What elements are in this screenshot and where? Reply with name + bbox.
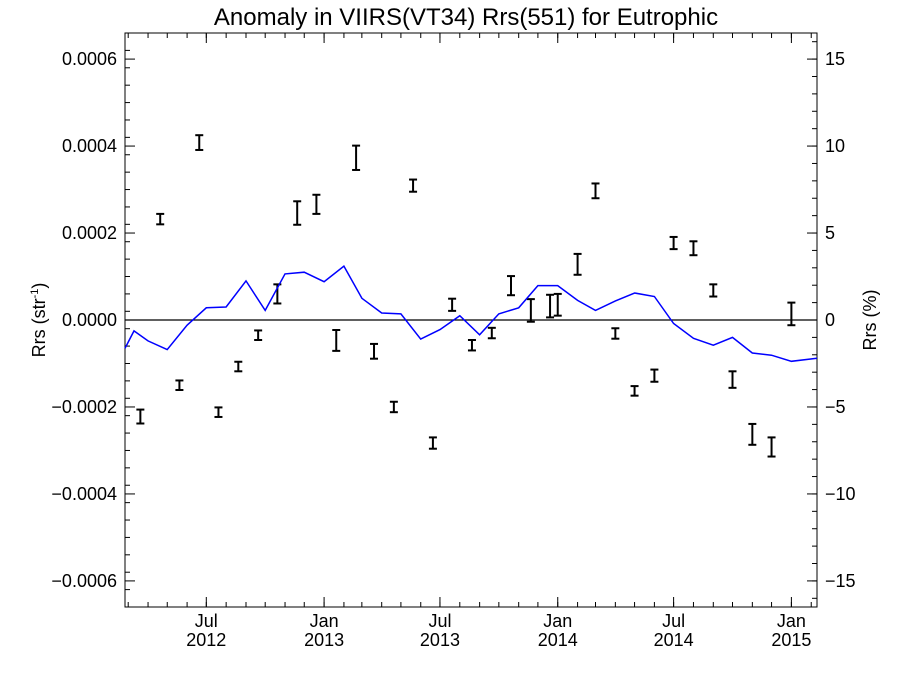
error-bar	[767, 436, 776, 458]
x-tick-label-month: Jul	[428, 611, 451, 631]
error-bar	[352, 144, 361, 171]
y-axis-left-title: Rrs (str-1)	[29, 283, 49, 358]
y-right-tick-label: −5	[825, 397, 846, 417]
x-tick-label-month: Jul	[195, 611, 218, 631]
error-bar	[293, 200, 302, 226]
error-bar	[709, 283, 718, 298]
anomaly-line	[124, 264, 818, 363]
x-tick-label-month: Jul	[662, 611, 685, 631]
error-bar	[428, 436, 437, 450]
y-left-tick-label: −0.0002	[51, 397, 117, 417]
x-tick-label-month: Jan	[543, 611, 572, 631]
error-bar	[526, 298, 535, 323]
y-left-title-sup: -1	[29, 289, 41, 299]
y-right-tick-label: 15	[825, 49, 845, 69]
x-tick-label-month: Jan	[777, 611, 806, 631]
error-bar	[195, 134, 204, 151]
y-left-tick-label: −0.0006	[51, 571, 117, 591]
error-bar	[487, 326, 496, 340]
y-axis-right: −15 −10 −5 0 5 10 15	[807, 49, 856, 591]
x-axis: Jul2012Jan2013Jul2013Jan2014Jul2014Jan20…	[186, 33, 811, 650]
error-bar	[312, 193, 321, 215]
error-bar	[591, 182, 600, 200]
y-right-tick-label: 5	[825, 223, 835, 243]
y-axis-left: −0.0006 −0.0004 −0.0002 0.0000 0.0002 0.0004 0…	[51, 49, 135, 591]
error-bar	[448, 297, 457, 312]
y-left-tick-label: 0.0002	[62, 223, 117, 243]
chart-title: Anomaly in VIIRS(VT34) Rrs(551) for Eutr…	[214, 4, 718, 31]
y-right-tick-label: 0	[825, 310, 835, 330]
y-left-title-base: Rrs (str	[29, 298, 49, 357]
y-left-tick-label: −0.0004	[51, 484, 117, 504]
x-tick-label-month: Jan	[310, 611, 339, 631]
error-bar	[136, 408, 145, 425]
y-right-tick-label: −15	[825, 571, 856, 591]
x-tick-label-year: 2013	[420, 630, 460, 650]
x-tick-label-year: 2013	[304, 630, 344, 650]
error-bar	[748, 422, 757, 446]
x-tick-label-year: 2014	[538, 630, 578, 650]
error-bar	[787, 301, 796, 327]
error-bar	[254, 329, 263, 342]
error-bar	[467, 339, 476, 352]
error-bar	[553, 292, 562, 317]
error-bar	[546, 293, 555, 319]
error-bar	[214, 406, 223, 418]
error-bar	[332, 329, 341, 352]
error-bar	[389, 400, 398, 414]
error-bar	[507, 275, 516, 297]
error-bar	[573, 252, 582, 276]
error-bar	[370, 342, 379, 360]
y-axis-right-title: Rrs (%)	[860, 290, 880, 351]
y-left-title-close: )	[29, 283, 49, 289]
x-tick-label-year: 2012	[186, 630, 226, 650]
x-tick-label-year: 2015	[771, 630, 811, 650]
error-bar	[630, 385, 639, 397]
y-left-tick-label: 0.0006	[62, 49, 117, 69]
y-right-tick-label: 10	[825, 136, 845, 156]
y-left-tick-label: 0.0000	[62, 310, 117, 330]
error-bar	[234, 360, 243, 373]
error-bar	[669, 235, 678, 251]
y-right-tick-label: −10	[825, 484, 856, 504]
error-bar	[175, 379, 184, 392]
error-bar	[689, 240, 698, 257]
y-left-tick-label: 0.0004	[62, 136, 117, 156]
error-bar	[409, 178, 418, 193]
error-bar	[611, 327, 620, 340]
x-tick-label-year: 2014	[654, 630, 694, 650]
error-bar	[650, 368, 659, 383]
error-bar	[156, 212, 165, 226]
error-bar	[728, 370, 737, 389]
